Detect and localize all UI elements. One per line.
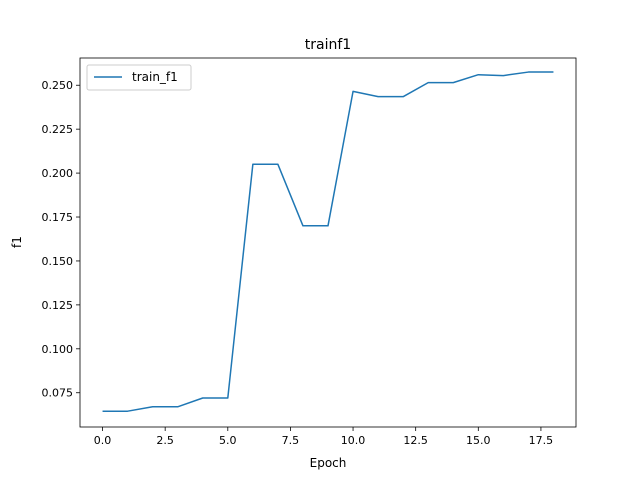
x-tick-label: 17.5	[529, 434, 554, 447]
plot-frame	[79, 57, 577, 428]
y-tick-label: 0.125	[42, 299, 74, 312]
chart-title: trainf1	[305, 37, 351, 53]
plot-area	[102, 71, 554, 412]
x-axis-ticks: 0.0 2.5 5.0 7.5 10.0 12.5 15.0 17.5	[94, 427, 553, 447]
y-tick-label: 0.200	[42, 167, 74, 180]
legend-label-train-f1: train_f1	[132, 70, 178, 84]
x-tick-label: 7.5	[282, 434, 300, 447]
x-axis-label: Epoch	[310, 456, 347, 470]
legend-frame	[86, 64, 192, 91]
x-tick-label: 15.0	[466, 434, 491, 447]
x-tick-label: 5.0	[219, 434, 237, 447]
x-tick-label: 10.0	[341, 434, 366, 447]
x-tick-label: 12.5	[403, 434, 428, 447]
y-axis-ticks: 0.075 0.100 0.125 0.150 0.175 0.200 0.225 0.250	[42, 79, 80, 400]
y-tick-label: 0.150	[42, 255, 74, 268]
y-tick-label: 0.225	[42, 123, 74, 136]
series-line-train-f1	[102, 71, 554, 412]
y-axis-label: f1	[10, 236, 24, 248]
y-tick-label: 0.250	[42, 79, 74, 92]
x-tick-label: 2.5	[156, 434, 174, 447]
y-tick-label: 0.075	[42, 387, 74, 400]
x-tick-label: 0.0	[94, 434, 112, 447]
y-tick-label: 0.100	[42, 343, 74, 356]
legend: train_f1	[86, 64, 192, 91]
y-tick-label: 0.175	[42, 211, 74, 224]
